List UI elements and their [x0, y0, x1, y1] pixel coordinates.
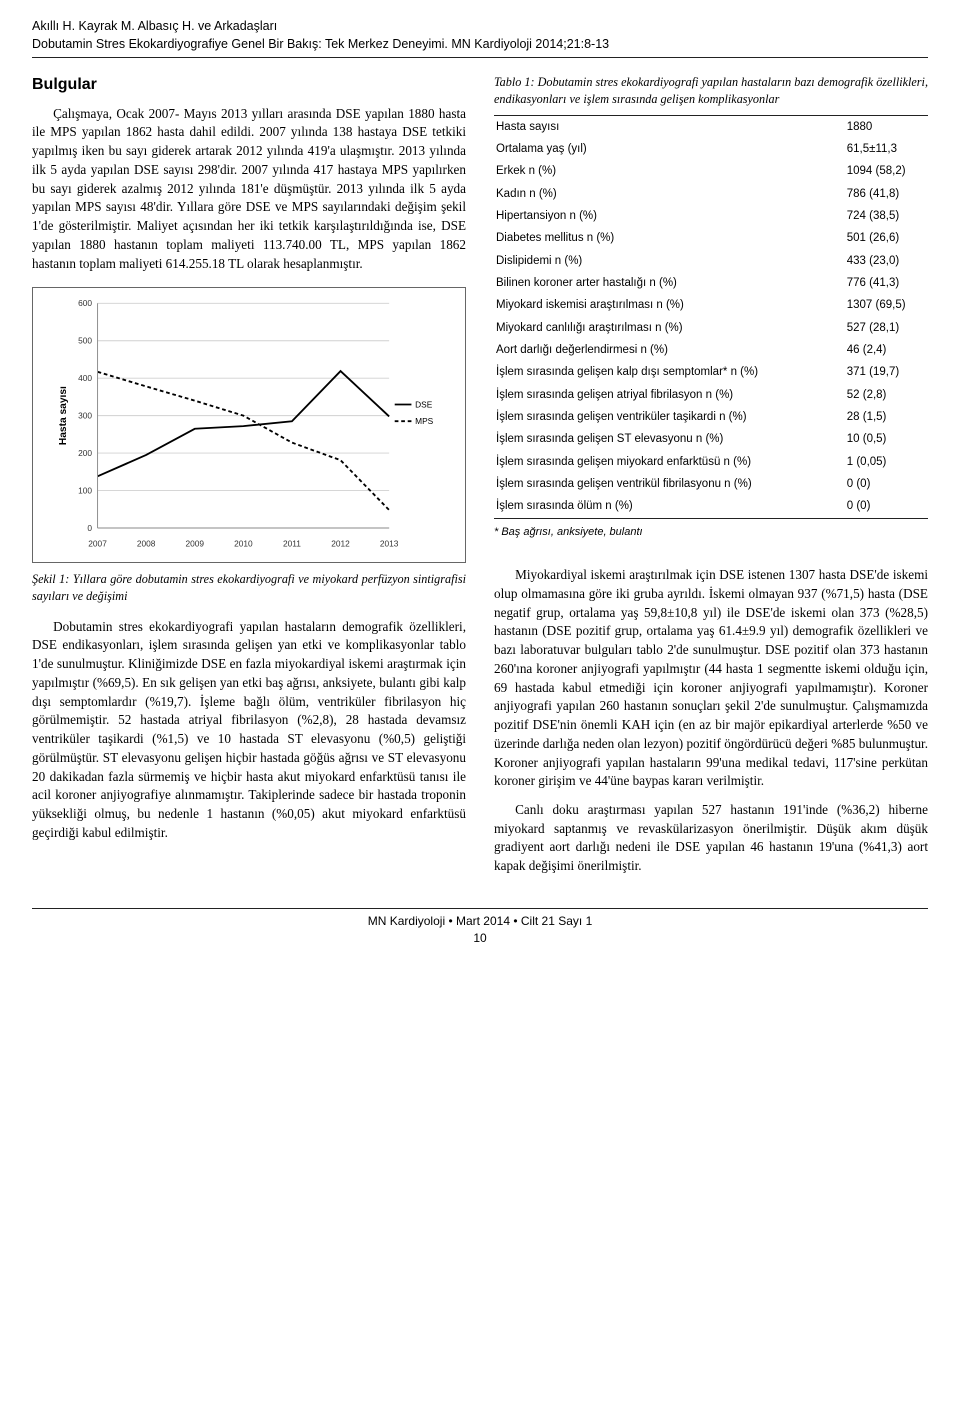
table-cell-key: İşlem sırasında gelişen ventriküler taşi…	[494, 406, 837, 428]
svg-text:Hasta sayısı: Hasta sayısı	[58, 386, 69, 445]
table-cell-value: 776 (41,3)	[837, 272, 928, 294]
svg-text:2007: 2007	[88, 539, 107, 549]
svg-text:400: 400	[78, 373, 92, 383]
svg-text:2011: 2011	[283, 539, 301, 549]
figure-1-chart: 0 100 200 300 400 500 600 2007 2008 2009 2010 2011 2…	[32, 287, 466, 563]
section-heading-bulgular: Bulgular	[32, 74, 466, 97]
results-paragraph-2: Dobutamin stres ekokardiyografi yapılan …	[32, 618, 466, 843]
footer-rule	[32, 908, 928, 909]
table-row: Miyokard iskemisi araştırılması n (%)130…	[494, 294, 928, 316]
table-row: Aort darlığı değerlendirmesi n (%)46 (2,…	[494, 339, 928, 361]
table-cell-value: 433 (23,0)	[837, 250, 928, 272]
table-cell-key: Hasta sayısı	[494, 115, 837, 138]
svg-text:500: 500	[78, 336, 92, 346]
table-cell-key: Dislipidemi n (%)	[494, 250, 837, 272]
table-cell-key: Ortalama yaş (yıl)	[494, 138, 837, 160]
table-row: Ortalama yaş (yıl)61,5±11,3	[494, 138, 928, 160]
svg-text:2012: 2012	[331, 539, 350, 549]
figure-1-caption: Şekil 1: Yıllara göre dobutamin stres ek…	[32, 571, 466, 606]
table-cell-key: Erkek n (%)	[494, 160, 837, 182]
svg-text:MPS: MPS	[415, 416, 434, 426]
footer-journal: MN Kardiyoloji • Mart 2014 • Cilt 21 Say…	[32, 913, 928, 930]
svg-text:2010: 2010	[234, 539, 253, 549]
table-cell-key: İşlem sırasında ölüm n (%)	[494, 495, 837, 518]
svg-text:2013: 2013	[380, 539, 399, 549]
table-cell-key: Miyokard iskemisi araştırılması n (%)	[494, 294, 837, 316]
table-cell-value: 501 (26,6)	[837, 227, 928, 249]
running-header: Akıllı H. Kayrak M. Albasıç H. ve Arkada…	[32, 18, 928, 53]
footer-page-number: 10	[32, 930, 928, 947]
header-authors: Akıllı H. Kayrak M. Albasıç H. ve Arkada…	[32, 18, 928, 36]
header-title: Dobutamin Stres Ekokardiyografiye Genel …	[32, 36, 928, 54]
table-cell-value: 527 (28,1)	[837, 317, 928, 339]
left-column: Bulgular Çalışmaya, Ocak 2007- Mayıs 201…	[32, 74, 466, 880]
table-cell-key: İşlem sırasında gelişen atriyal fibrilas…	[494, 384, 837, 406]
table-cell-value: 61,5±11,3	[837, 138, 928, 160]
table-cell-value: 0 (0)	[837, 495, 928, 518]
table-cell-key: Bilinen koroner arter hastalığı n (%)	[494, 272, 837, 294]
line-chart-svg: 0 100 200 300 400 500 600 2007 2008 2009 2010 2011 2…	[39, 294, 457, 554]
table-cell-key: İşlem sırasında gelişen miyokard enfarkt…	[494, 451, 837, 473]
table-row: Dislipidemi n (%)433 (23,0)	[494, 250, 928, 272]
table-cell-value: 1 (0,05)	[837, 451, 928, 473]
table-row: İşlem sırasında gelişen atriyal fibrilas…	[494, 384, 928, 406]
table-1: Hasta sayısı1880Ortalama yaş (yıl)61,5±1…	[494, 115, 928, 519]
results-paragraph-1: Çalışmaya, Ocak 2007- Mayıs 2013 yılları…	[32, 105, 466, 274]
table-cell-key: Kadın n (%)	[494, 183, 837, 205]
table-cell-key: Aort darlığı değerlendirmesi n (%)	[494, 339, 837, 361]
table-cell-value: 1880	[837, 115, 928, 138]
svg-text:600: 600	[78, 298, 92, 308]
table-cell-value: 1307 (69,5)	[837, 294, 928, 316]
page-footer: MN Kardiyoloji • Mart 2014 • Cilt 21 Say…	[32, 908, 928, 947]
table-row: Kadın n (%)786 (41,8)	[494, 183, 928, 205]
table-row: Erkek n (%)1094 (58,2)	[494, 160, 928, 182]
table-cell-value: 1094 (58,2)	[837, 160, 928, 182]
svg-text:2009: 2009	[185, 539, 204, 549]
table-row: Miyokard canlılığı araştırılması n (%)52…	[494, 317, 928, 339]
svg-text:0: 0	[87, 523, 92, 533]
table-row: İşlem sırasında gelişen ventriküler taşi…	[494, 406, 928, 428]
right-column: Tablo 1: Dobutamin stres ekokardiyografi…	[494, 74, 928, 880]
table-row: Hipertansiyon n (%)724 (38,5)	[494, 205, 928, 227]
svg-text:100: 100	[78, 486, 92, 496]
figure-1: 0 100 200 300 400 500 600 2007 2008 2009 2010 2011 2…	[32, 287, 466, 563]
table-row: İşlem sırasında gelişen miyokard enfarkt…	[494, 451, 928, 473]
table-1-caption: Tablo 1: Dobutamin stres ekokardiyografi…	[494, 74, 928, 109]
svg-text:DSE: DSE	[415, 400, 433, 410]
table-row: İşlem sırasında gelişen ST elevasyonu n …	[494, 428, 928, 450]
table-cell-value: 371 (19,7)	[837, 361, 928, 383]
results-paragraph-3: Miyokardiyal iskemi araştırılmak için DS…	[494, 566, 928, 791]
table-row: Diabetes mellitus n (%)501 (26,6)	[494, 227, 928, 249]
table-cell-value: 46 (2,4)	[837, 339, 928, 361]
table-cell-key: Miyokard canlılığı araştırılması n (%)	[494, 317, 837, 339]
results-paragraph-4: Canlı doku araştırması yapılan 527 hasta…	[494, 801, 928, 876]
table-cell-value: 28 (1,5)	[837, 406, 928, 428]
svg-text:200: 200	[78, 448, 92, 458]
table-cell-value: 52 (2,8)	[837, 384, 928, 406]
table-cell-key: İşlem sırasında gelişen ventrikül fibril…	[494, 473, 837, 495]
table-cell-key: Hipertansiyon n (%)	[494, 205, 837, 227]
table-1-footnote: * Baş ağrısı, anksiyete, bulantı	[494, 525, 928, 541]
svg-text:300: 300	[78, 411, 92, 421]
table-cell-key: Diabetes mellitus n (%)	[494, 227, 837, 249]
svg-text:2008: 2008	[137, 539, 156, 549]
header-rule	[32, 57, 928, 58]
table-row: İşlem sırasında gelişen ventrikül fibril…	[494, 473, 928, 495]
table-cell-key: İşlem sırasında gelişen kalp dışı sempto…	[494, 361, 837, 383]
table-cell-value: 724 (38,5)	[837, 205, 928, 227]
table-row: Bilinen koroner arter hastalığı n (%)776…	[494, 272, 928, 294]
table-cell-value: 10 (0,5)	[837, 428, 928, 450]
table-row: Hasta sayısı1880	[494, 115, 928, 138]
table-row: İşlem sırasında gelişen kalp dışı sempto…	[494, 361, 928, 383]
table-cell-value: 0 (0)	[837, 473, 928, 495]
two-column-layout: Bulgular Çalışmaya, Ocak 2007- Mayıs 201…	[32, 74, 928, 880]
table-row: İşlem sırasında ölüm n (%)0 (0)	[494, 495, 928, 518]
table-cell-key: İşlem sırasında gelişen ST elevasyonu n …	[494, 428, 837, 450]
table-cell-value: 786 (41,8)	[837, 183, 928, 205]
